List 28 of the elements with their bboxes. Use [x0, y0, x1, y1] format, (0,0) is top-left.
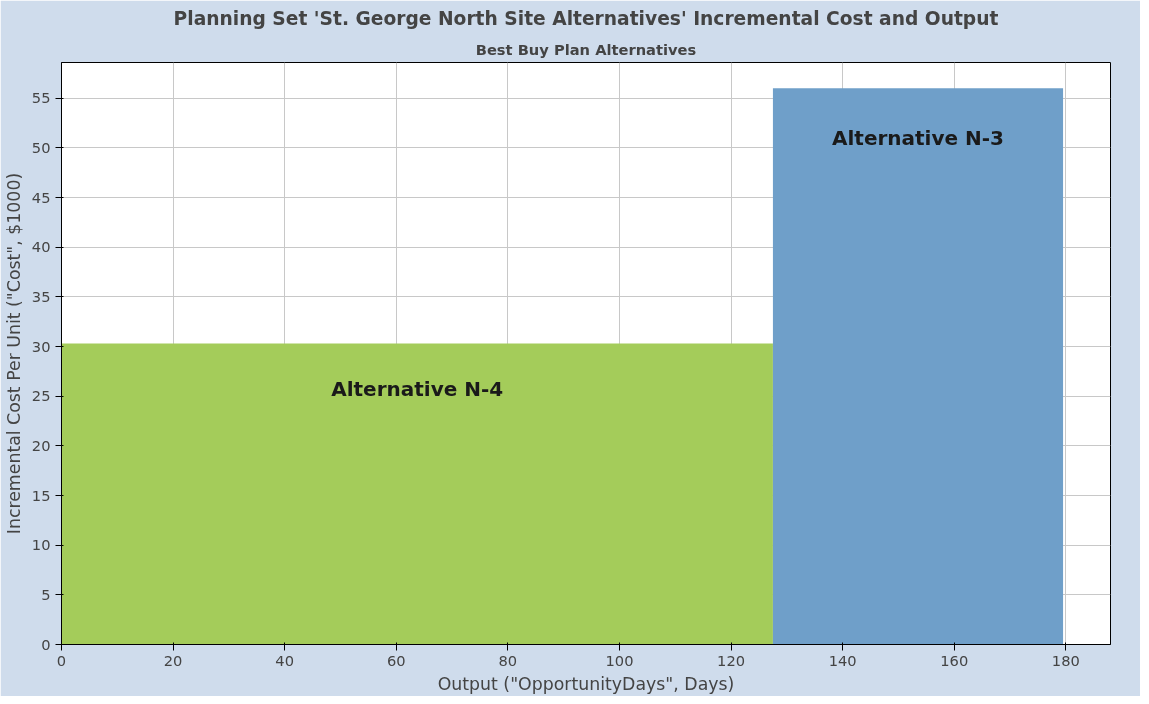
- y-tick-label: 20: [31, 436, 51, 454]
- y-tick-label: 30: [31, 337, 51, 355]
- x-tick-label: 160: [940, 651, 969, 669]
- x-tick-label: 40: [275, 651, 295, 669]
- y-tick-label: 15: [31, 486, 51, 504]
- x-tick-label: 0: [56, 651, 67, 669]
- x-tick-label: 140: [828, 651, 857, 669]
- x-tick-label: 20: [163, 651, 183, 669]
- x-tick-label: 180: [1051, 651, 1080, 669]
- y-tick-label: 10: [31, 536, 51, 554]
- y-tick-label: 0: [41, 635, 51, 653]
- chart-title: Planning Set 'St. George North Site Alternatives' Incremental Cost and Output: [173, 7, 999, 29]
- x-tick-label: 100: [605, 651, 634, 669]
- y-tick-label: 55: [31, 89, 51, 107]
- x-axis-title: Output ("OpportunityDays", Days): [437, 673, 735, 694]
- chart-subtitle: Best Buy Plan Alternatives: [475, 40, 697, 58]
- y-tick-label: 35: [31, 287, 51, 305]
- y-tick-label: 25: [31, 387, 51, 405]
- y-tick-label: 45: [31, 188, 51, 206]
- y-axis-title: Incremental Cost Per Unit ("Cost", $1000): [3, 172, 24, 535]
- x-tick-label: 120: [717, 651, 746, 669]
- y-tick-label: 50: [31, 138, 51, 156]
- x-tick-label: 60: [386, 651, 406, 669]
- x-tick-label: 80: [498, 651, 518, 669]
- y-tick-label: 5: [41, 585, 51, 603]
- annotation: Alternative N-3: [832, 126, 1004, 151]
- annotation: Alternative N-4: [331, 376, 504, 401]
- y-tick-label: 40: [31, 238, 51, 256]
